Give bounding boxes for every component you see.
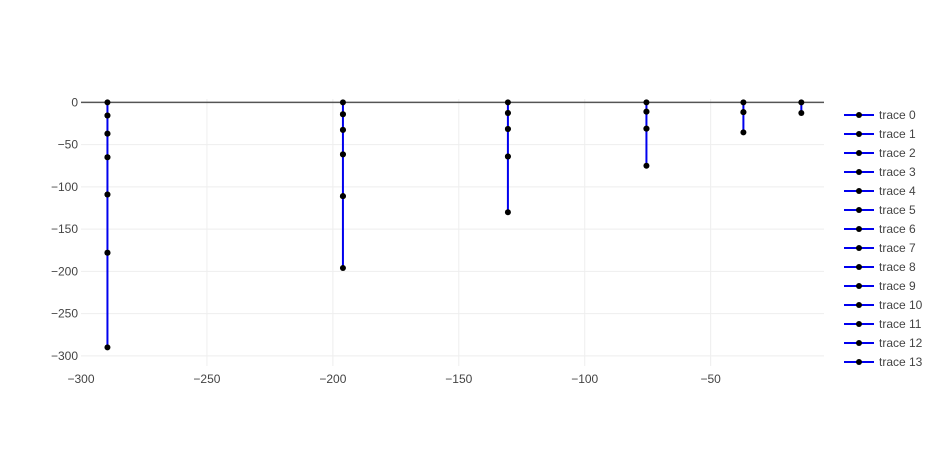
trace-marker	[104, 112, 111, 119]
trace-marker	[339, 193, 346, 200]
legend-label: trace 8	[879, 260, 916, 274]
trace-marker	[504, 153, 511, 160]
legend-item[interactable]: trace 3	[844, 165, 916, 179]
trace-5	[104, 249, 111, 351]
grid-layer	[81, 99, 824, 366]
trace-marker	[643, 99, 650, 106]
y-tick-label: −200	[51, 264, 78, 278]
legend-item[interactable]: trace 9	[844, 279, 916, 293]
y-tick-label: −250	[51, 307, 78, 321]
legend-marker-swatch	[856, 283, 862, 289]
legend-marker-swatch	[856, 302, 862, 308]
trace-marker	[504, 209, 511, 216]
legend-marker-swatch	[856, 131, 862, 137]
legend-item[interactable]: trace 12	[844, 336, 923, 350]
x-tick-label: −250	[193, 372, 220, 386]
legend-item[interactable]: trace 2	[844, 146, 916, 160]
trace-marker	[104, 99, 111, 106]
y-tick-label: −100	[51, 180, 78, 194]
legend-marker-swatch	[856, 264, 862, 270]
legend-marker-swatch	[856, 169, 862, 175]
trace-marker	[798, 109, 805, 116]
trace-marker	[104, 344, 111, 351]
x-tick-label: −100	[571, 372, 598, 386]
trace-4	[104, 191, 111, 256]
legend-item[interactable]: trace 6	[844, 222, 916, 236]
legend-label: trace 11	[879, 317, 922, 331]
legend-marker-swatch	[856, 112, 862, 118]
trace-marker	[643, 125, 650, 132]
trace-marker	[740, 99, 747, 106]
x-tick-label: −200	[319, 372, 346, 386]
legend-marker-swatch	[856, 207, 862, 213]
legend-marker-swatch	[856, 245, 862, 251]
trace-marker	[104, 130, 111, 137]
legend-item[interactable]: trace 13	[844, 355, 923, 369]
legend-item[interactable]: trace 5	[844, 203, 916, 217]
x-tick-label: −300	[67, 372, 94, 386]
trace-marker	[504, 125, 511, 132]
legend-label: trace 13	[879, 355, 923, 369]
trace-unlisted-5	[740, 109, 747, 136]
legend-marker-swatch	[856, 226, 862, 232]
trace-marker	[339, 99, 346, 106]
trace-marker	[339, 111, 346, 118]
legend-item[interactable]: trace 11	[844, 317, 922, 331]
legend-item[interactable]: trace 1	[844, 127, 916, 141]
legend-item[interactable]: trace 4	[844, 184, 916, 198]
legend-label: trace 0	[879, 108, 916, 122]
y-tick-label: −50	[58, 138, 79, 152]
trace-marker	[104, 249, 111, 256]
trace-marker	[104, 154, 111, 161]
axis-layer: −300 −250 −200 −150 −100 −50 0 −50 −100 −150 −200 −…	[51, 95, 824, 386]
trace-9	[339, 151, 346, 200]
legend-label: trace 4	[879, 184, 916, 198]
trace-layer	[104, 99, 805, 351]
trace-marker	[643, 108, 650, 115]
trace-marker	[104, 191, 111, 198]
trace-unlisted-6	[798, 99, 805, 116]
legend-label: trace 3	[879, 165, 916, 179]
trace-marker	[339, 151, 346, 158]
trace-marker	[339, 264, 346, 271]
legend[interactable]: trace 0 trace 1 trace 2 trace 3 trace 4 trace…	[844, 108, 923, 369]
legend-marker-swatch	[856, 359, 862, 365]
legend-label: trace 2	[879, 146, 916, 160]
trace-marker	[504, 99, 511, 106]
trace-marker	[740, 109, 747, 116]
trace-10	[339, 193, 346, 271]
legend-marker-swatch	[856, 150, 862, 156]
legend-label: trace 7	[879, 241, 916, 255]
trace-unlisted-0	[504, 153, 511, 216]
y-tick-label: −300	[51, 349, 78, 363]
x-tick-label: −50	[700, 372, 721, 386]
legend-item[interactable]: trace 0	[844, 108, 916, 122]
legend-item[interactable]: trace 10	[844, 298, 923, 312]
legend-label: trace 9	[879, 279, 916, 293]
y-tick-label: 0	[71, 95, 78, 109]
legend-marker-swatch	[856, 188, 862, 194]
legend-label: trace 1	[879, 127, 916, 141]
legend-item[interactable]: trace 7	[844, 241, 916, 255]
trace-3	[104, 154, 111, 198]
legend-marker-swatch	[856, 340, 862, 346]
legend-label: trace 12	[879, 336, 923, 350]
legend-item[interactable]: trace 8	[844, 260, 916, 274]
legend-label: trace 5	[879, 203, 916, 217]
trace-marker	[798, 99, 805, 106]
legend-marker-swatch	[856, 321, 862, 327]
x-tick-label: −150	[445, 372, 472, 386]
trace-marker	[740, 129, 747, 136]
trace-unlisted-3	[643, 125, 650, 169]
y-tick-label: −150	[51, 222, 78, 236]
trace-marker	[339, 126, 346, 133]
legend-label: trace 10	[879, 298, 923, 312]
trace-marker	[504, 109, 511, 116]
trace-marker	[643, 162, 650, 169]
legend-label: trace 6	[879, 222, 916, 236]
